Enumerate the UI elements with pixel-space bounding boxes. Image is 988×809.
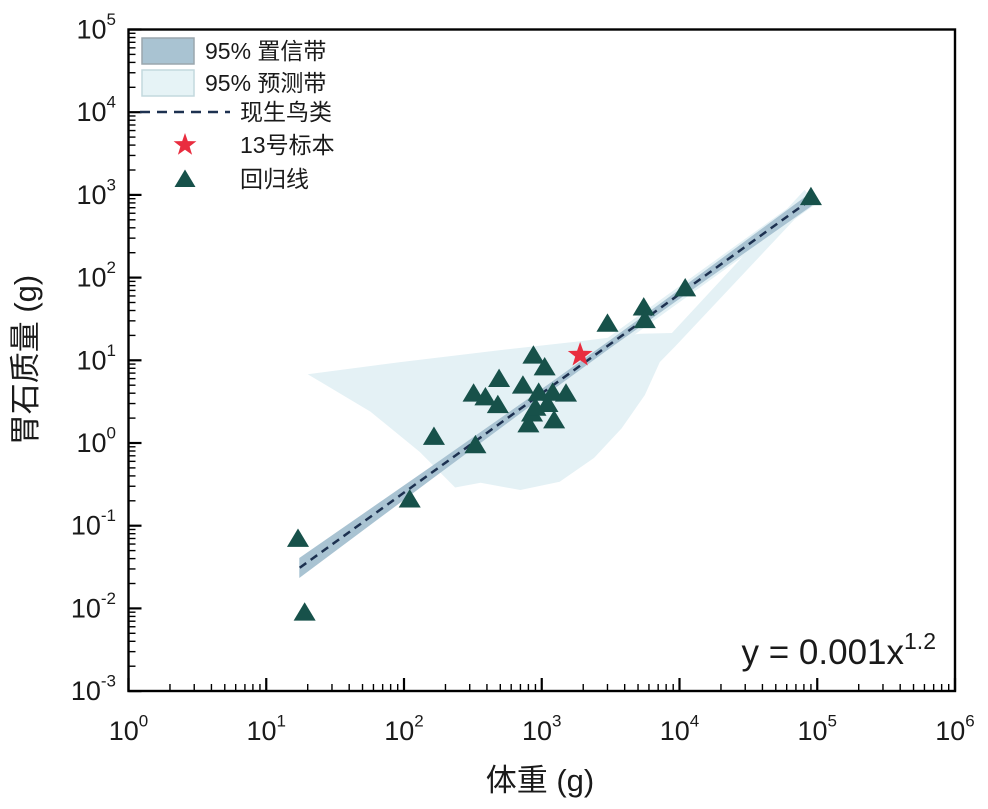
y-tick-label: 101	[76, 341, 116, 376]
y-tick-label: 100	[76, 424, 116, 459]
data-point-triangle	[488, 368, 511, 388]
data-point-triangle	[517, 413, 540, 433]
x-tick-label: 103	[522, 712, 562, 747]
data-point-triangle	[522, 345, 545, 364]
legend-triangle-marker	[174, 169, 196, 187]
x-tick-label: 104	[660, 712, 700, 747]
data-point-triangle	[554, 383, 578, 402]
data-point-triangle	[596, 313, 619, 332]
legend-swatch-confidence	[141, 37, 195, 65]
data-point-triangle	[293, 602, 316, 621]
data-point-triangle	[633, 309, 656, 329]
y-axis-title: 胃石质量 (g)	[8, 275, 43, 446]
data-point-triangle	[543, 409, 566, 429]
data-point-star	[567, 342, 593, 366]
legend-swatch-prediction	[141, 69, 195, 97]
regression-dashed-line	[298, 197, 813, 569]
x-tick-label: 102	[384, 712, 424, 747]
data-point-triangle	[632, 297, 655, 316]
y-tick-label: 105	[76, 10, 116, 45]
equation-annotation: y = 0.001x1.2	[742, 628, 936, 672]
data-point-triangle	[464, 434, 487, 454]
data-point-triangle	[527, 382, 550, 401]
legend-label: 13号标本	[240, 132, 335, 158]
legend-label: 95% 置信带	[205, 38, 326, 64]
x-tick-label: 101	[246, 712, 286, 747]
data-point-triangle	[674, 277, 697, 297]
data-point-triangle	[799, 186, 822, 206]
data-point-triangle	[462, 383, 485, 402]
legend-label: 回归线	[240, 166, 309, 192]
data-point-triangle	[536, 393, 559, 412]
y-tick-label: 104	[76, 93, 116, 128]
y-tick-label: 10-2	[71, 589, 116, 624]
y-tick-label: 102	[76, 258, 116, 293]
data-point-triangle	[486, 394, 509, 414]
legend-label: 现生鸟类	[240, 99, 332, 125]
x-tick-label: 105	[797, 712, 837, 747]
legend-label: 95% 预测带	[205, 70, 326, 96]
data-point-triangle	[398, 489, 421, 508]
x-axis-title: 体重 (g)	[486, 763, 595, 798]
legend-star-marker	[173, 133, 197, 155]
y-tick-label: 10-3	[71, 672, 116, 707]
x-tick-label: 106	[935, 712, 975, 747]
prediction-band-region	[307, 189, 813, 490]
y-tick-label: 10-1	[71, 506, 116, 541]
data-point-triangle	[511, 375, 534, 394]
data-point-triangle	[533, 357, 556, 376]
x-tick-label: 100	[109, 712, 149, 747]
data-point-triangle	[474, 387, 497, 406]
data-point-triangle	[422, 426, 445, 445]
y-tick-label: 103	[76, 175, 116, 210]
data-point-triangle	[286, 528, 310, 547]
